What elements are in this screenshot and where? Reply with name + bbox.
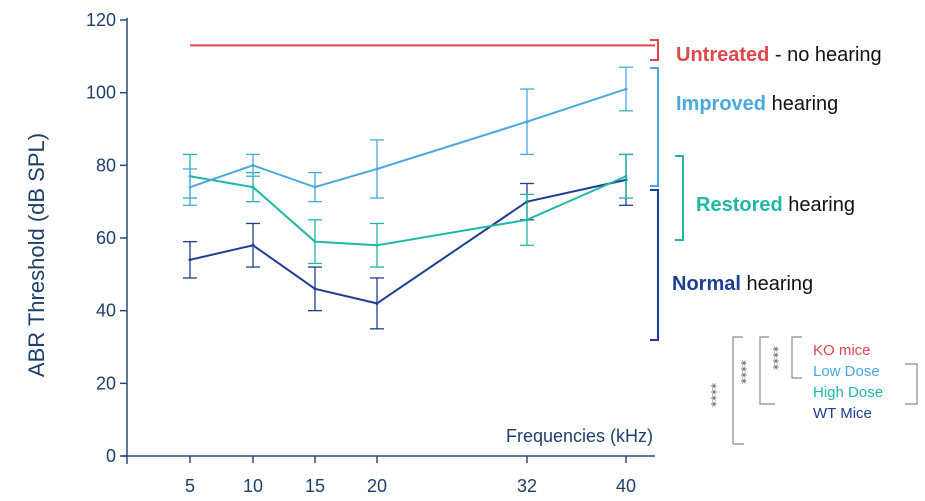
annotation-bracket	[650, 189, 659, 341]
annotation-label: Improved hearing	[676, 93, 838, 115]
significance-stars: ****	[771, 346, 785, 370]
annotation-bold: Restored	[696, 194, 783, 216]
annotation-label: Untreated - no hearing	[676, 44, 882, 66]
series-line	[189, 178, 627, 305]
data-point	[375, 167, 379, 171]
y-axis-title: ABR Threshold (dB SPL)	[24, 133, 49, 377]
legend-item: KO mice	[813, 342, 871, 359]
annotation-rest: hearing	[783, 194, 855, 216]
y-tick-label: 20	[96, 373, 116, 393]
data-point	[525, 218, 529, 222]
annotation-bold: Improved	[676, 93, 766, 115]
x-tick-label: 15	[305, 476, 325, 496]
significance-stars: ****	[739, 360, 753, 384]
data-point	[313, 240, 317, 244]
axes: 0 20 40 60 80 100 120 5 10 15 20 32 40	[86, 10, 655, 496]
x-tick-label: 20	[367, 476, 387, 496]
data-point	[251, 185, 255, 189]
y-tick-label: 40	[96, 301, 116, 321]
data-point	[624, 87, 628, 91]
annotation-rest: hearing	[741, 273, 813, 295]
sig-bracket	[759, 336, 775, 405]
y-tick-label: 0	[106, 446, 116, 466]
x-tick-label: 10	[243, 476, 263, 496]
sig-bracket	[905, 363, 918, 405]
annotation-rest: hearing	[766, 93, 838, 115]
data-point	[375, 243, 379, 247]
legend: KO mice Low Dose High Dose WT Mice **** **** *…	[709, 336, 918, 445]
data-point	[313, 185, 317, 189]
data-point	[251, 163, 255, 167]
legend-item: Low Dose	[813, 363, 880, 380]
y-tick-label: 100	[86, 83, 116, 103]
annotation-bracket	[650, 67, 659, 187]
annotation-bold: Normal	[672, 273, 741, 295]
sig-bracket	[791, 336, 802, 379]
legend-item: High Dose	[813, 384, 883, 401]
data-point	[525, 120, 529, 124]
annotation-bold: Untreated	[676, 44, 769, 66]
x-tick-label: 32	[517, 476, 537, 496]
annotation-label: Normal hearing	[672, 273, 813, 295]
data-point	[251, 243, 255, 247]
series-line	[189, 88, 627, 189]
data-point	[188, 258, 192, 262]
data-point	[375, 301, 379, 305]
annotation-rest: - no hearing	[769, 44, 881, 66]
y-tick-label: 120	[86, 10, 116, 30]
annotation-bracket	[675, 155, 684, 241]
annotation-bracket	[650, 39, 659, 61]
y-tick-label: 80	[96, 155, 116, 175]
significance-stars: ****	[709, 383, 723, 407]
series-0	[183, 153, 633, 330]
y-tick-label: 60	[96, 228, 116, 248]
series-1	[183, 153, 633, 268]
x-axis-title: Frequencies (kHz)	[506, 426, 653, 446]
x-tick-label: 40	[616, 476, 636, 496]
series-2	[183, 66, 633, 206]
legend-item: WT Mice	[813, 405, 872, 422]
data-point	[188, 185, 192, 189]
plot-area	[183, 44, 655, 330]
sig-bracket	[732, 336, 744, 445]
data-point	[624, 174, 628, 178]
annotation-label: Restored hearing	[696, 194, 855, 216]
series-line	[189, 175, 627, 247]
data-point	[313, 287, 317, 291]
x-tick-label: 5	[185, 476, 195, 496]
